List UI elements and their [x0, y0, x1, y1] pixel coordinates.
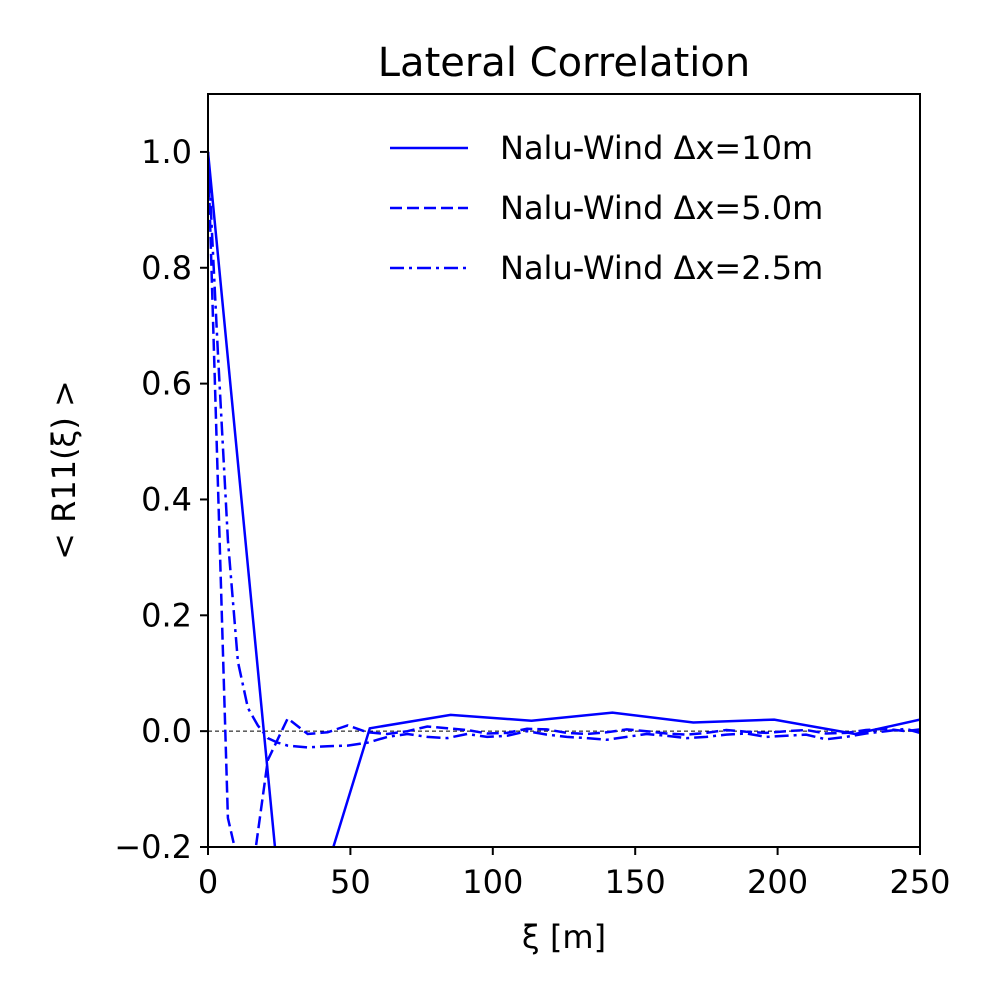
x-axis: 0 50 100 150 200 250 — [198, 847, 951, 901]
series-line-3 — [208, 151, 920, 749]
series-line-2 — [208, 151, 920, 847]
x-tick-label: 150 — [605, 863, 666, 901]
y-tick-label: 0.4 — [141, 480, 192, 518]
y-axis-label: < R11(ξ) > — [45, 380, 83, 560]
y-tick-label: −0.2 — [114, 828, 192, 866]
y-tick-label: 0.0 — [141, 712, 192, 750]
legend-label-3: Nalu-Wind Δx=2.5m — [500, 249, 823, 287]
y-tick-label: 0.2 — [141, 596, 192, 634]
y-tick-label: 0.8 — [141, 249, 192, 287]
x-tick-label: 250 — [889, 863, 950, 901]
plot-area — [208, 151, 920, 847]
x-tick-label: 100 — [462, 863, 523, 901]
x-tick-label: 0 — [198, 863, 218, 901]
y-tick-label: 0.6 — [141, 365, 192, 403]
legend-label-2: Nalu-Wind Δx=5.0m — [500, 189, 823, 227]
series-line-1 — [208, 151, 920, 847]
y-tick-label: 1.0 — [141, 133, 192, 171]
legend: Nalu-Wind Δx=10m Nalu-Wind Δx=5.0m Nalu-Wi… — [390, 129, 823, 287]
chart-title: Lateral Correlation — [378, 40, 750, 86]
plot-frame — [207, 93, 921, 848]
legend-label-1: Nalu-Wind Δx=10m — [500, 129, 813, 167]
x-tick-label: 200 — [747, 863, 808, 901]
x-tick-label: 50 — [330, 863, 371, 901]
y-axis: −0.2 0.0 0.2 0.4 0.6 0.8 1.0 — [114, 133, 208, 866]
x-axis-label: ξ [m] — [522, 918, 606, 956]
